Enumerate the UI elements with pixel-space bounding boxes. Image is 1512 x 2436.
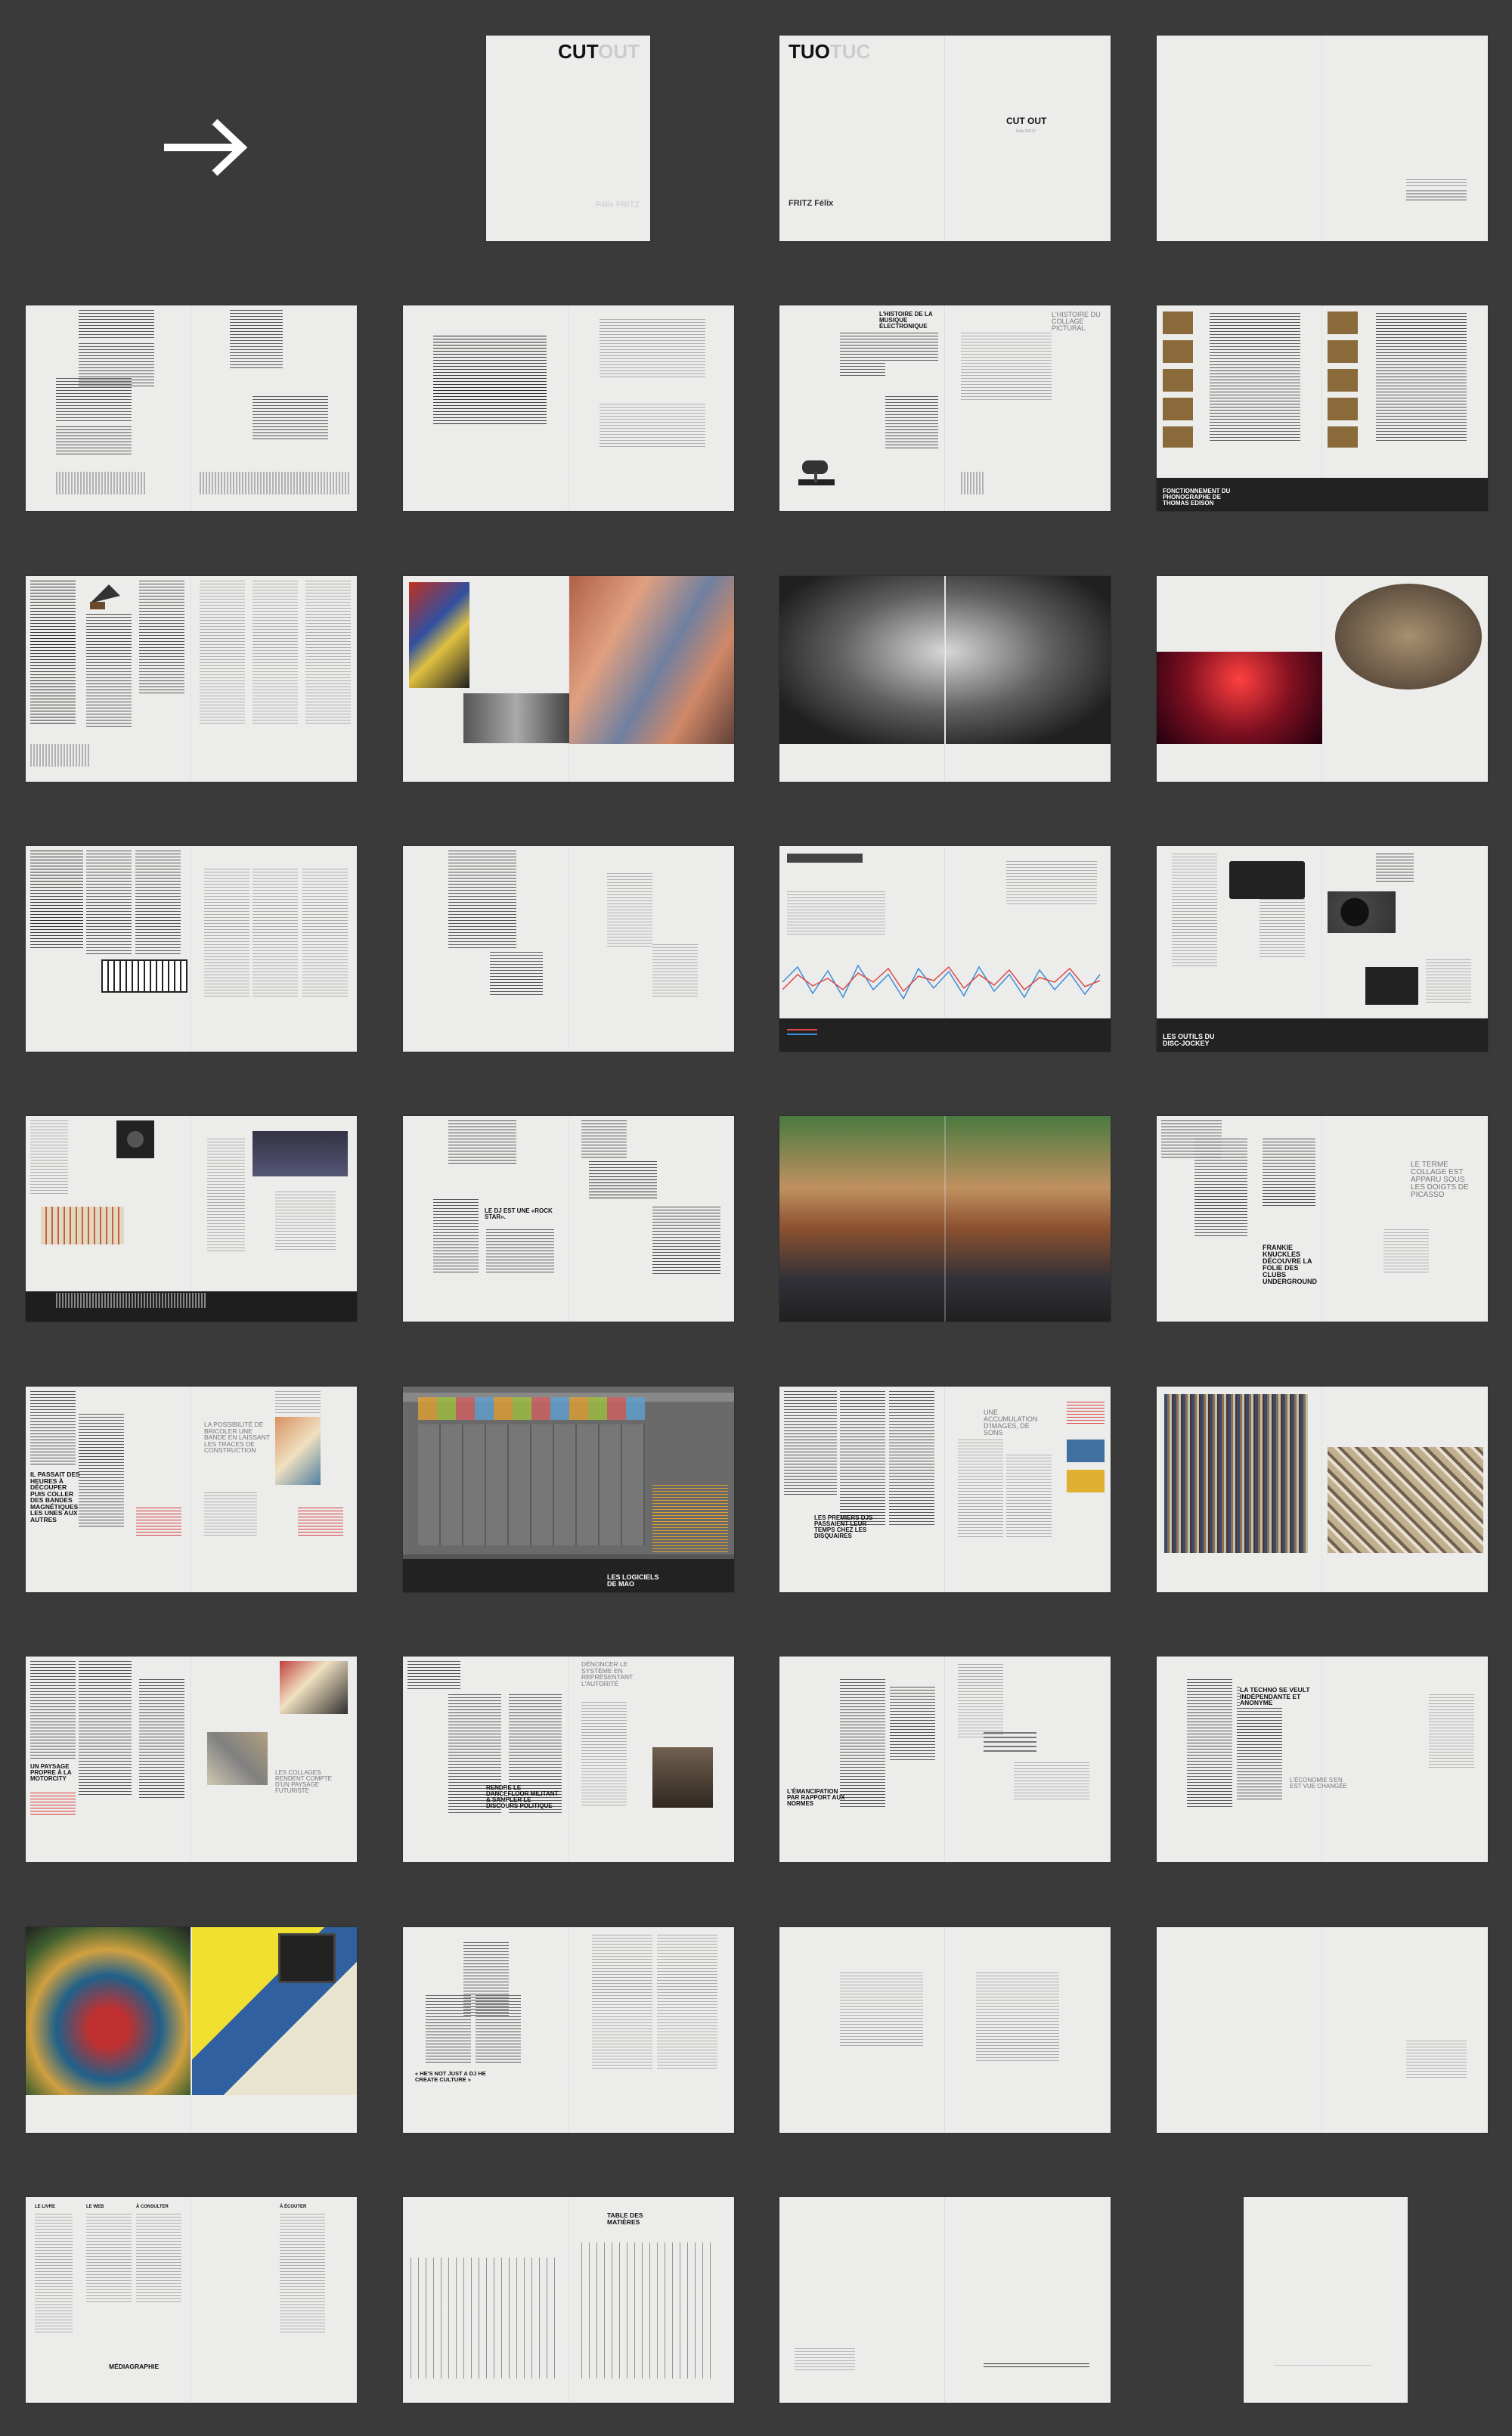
- software-screenshot: [253, 1131, 348, 1176]
- spread-emancipation: L'ÉMANCIPATION PAR RAPPORT AUX NORMES: [779, 1657, 1111, 1862]
- col-web: LE WEB: [86, 2205, 104, 2209]
- heading-collages: LES COLLAGES RENDENT COMPTE D'UN PAYSAGE…: [275, 1769, 332, 1794]
- spread-gravure: [779, 576, 1111, 782]
- spread-daw: LES LOGICIELS DE MAO: [403, 1387, 734, 1592]
- cover-page: CUTOUT Félix FRITZ: [486, 36, 650, 241]
- col-livre: LE LIVRE: [35, 2205, 56, 2209]
- futurist-collage-1: [280, 1661, 348, 1714]
- heading-frankie: FRANKIE KNUCKLES DÉCOUVRE LA FOLIE DES C…: [1263, 1244, 1317, 1285]
- heading-denoncer: DÉNONCER LE SYSTÈME EN REPRÉSENTANT L'AU…: [581, 1660, 634, 1688]
- spread-text-end: [779, 1927, 1111, 2133]
- heading-quote: « HE'S NOT JUST A DJ HE CREATE CULTURE »: [415, 2070, 486, 2083]
- spread-gramophone: [26, 576, 357, 782]
- mixer-image: [1229, 861, 1305, 899]
- back-page-blank: [1244, 2197, 1408, 2403]
- spread-colophon: [1157, 36, 1488, 241]
- heading-techno: LA TECHNO SE VEULT INDÉPENDANTE ET ANONY…: [1240, 1687, 1315, 1706]
- spread-synth: [26, 846, 357, 1052]
- heading-table: TABLE DES MATIÈRES: [607, 2211, 643, 2226]
- heading-logiciels: LES LOGICIELS DE MAO: [607, 1573, 659, 1588]
- heading-musique: L'HISTOIRE DE LA MUSIQUE ÉLECTRONIQUE: [879, 311, 933, 330]
- heading-paysage: UN PAYSAGE PROPRE À LA MOTORCITY: [30, 1763, 72, 1782]
- spread-culture: « HE'S NOT JUST A DJ HE CREATE CULTURE »: [403, 1927, 734, 2133]
- spread-machines: [26, 1116, 357, 1322]
- right-arrow-icon: [164, 119, 248, 176]
- spread-preface: [403, 305, 734, 511]
- heading-rendre: RENDRE LE DANCEFLOOR MILITANT & SAMPLER …: [486, 1784, 559, 1809]
- col-consulter: À CONSULTER: [136, 2205, 169, 2209]
- heading-rockstar: LE DJ EST UNE «ROCK STAR».: [485, 1207, 553, 1220]
- heading-collage: L'HISTOIRE DU COLLAGE PICTURAL: [1052, 311, 1101, 332]
- cover-title-out: OUT: [598, 40, 640, 63]
- spread-intro: [26, 305, 357, 511]
- back-title-tuc: TUC: [829, 40, 871, 63]
- cdj-image: [116, 1120, 154, 1158]
- spread-blank-text: [1157, 1927, 1488, 2133]
- oval-collage: [1335, 584, 1482, 690]
- heading-emancipation: L'ÉMANCIPATION PAR RAPPORT AUX NORMES: [787, 1788, 845, 1807]
- protest-photo: [652, 1747, 713, 1808]
- spread-album-covers: [26, 1927, 357, 2133]
- drum-machine-image: [41, 1207, 124, 1244]
- back-author: FRITZ Félix: [789, 199, 834, 208]
- sampler-image: [1365, 967, 1418, 1005]
- heading-possibilite: LA POSSIBILITÉ DE BRICOLER UNE BANDE EN …: [204, 1421, 270, 1454]
- cover-author: Félix FRITZ: [596, 200, 640, 209]
- festival-photo: [779, 1116, 1111, 1322]
- beatles-album-cover: [26, 1927, 191, 2095]
- abstract-art-image: [409, 582, 469, 688]
- heading-mediagraphie: MÉDIAGRAPHIE: [109, 2363, 160, 2370]
- spread-festival: [779, 1116, 1111, 1322]
- spread-disquaires: LES PREMIERS DJS PASSAIENT LEUR TEMPS CH…: [779, 1387, 1111, 1592]
- cover-title-cut: CUT: [558, 40, 599, 63]
- spread-picasso: [403, 576, 734, 782]
- spread-chart: [779, 846, 1111, 1052]
- back-title-tuo: TUO: [789, 40, 830, 63]
- gramophone-image: [86, 581, 124, 611]
- heading-passait: IL PASSAIT DES HEURES À DÉCOUPER PUIS CO…: [30, 1471, 80, 1523]
- futurist-collage-2: [207, 1732, 268, 1785]
- spread-edison: FONCTIONNEMENT DU PHONOGRAPHE DE THOMAS …: [1157, 305, 1488, 511]
- waveform-graph: [782, 964, 1101, 1000]
- spread-rockstar: LE DJ EST UNE «ROCK STAR».: [403, 1116, 734, 1322]
- heading-rebondir-label: [984, 1732, 1036, 1755]
- spread-table-matieres: TABLE DES MATIÈRES: [403, 2197, 734, 2403]
- spread-records: [1157, 1387, 1488, 1592]
- spread-motorcity: UN PAYSAGE PROPRE À LA MOTORCITY LES COL…: [26, 1657, 357, 1862]
- photo-collage: [1328, 1447, 1483, 1553]
- synthesizer-image: [101, 959, 187, 993]
- spread-credits: [779, 2197, 1111, 2403]
- collage-image: [275, 1417, 321, 1485]
- heading-economie: L'ÉCONOMIE S'EN EST VUE CHANGÉE: [1290, 1777, 1347, 1790]
- spread-politique: RENDRE LE DANCEFLOOR MILITANT & SAMPLER …: [403, 1657, 734, 1862]
- spread-mediagraphie: LE LIVRE LE WEB À CONSULTER À ÉCOUTER MÉ…: [26, 2197, 357, 2403]
- spread-techno: LA TECHNO SE VEULT INDÉPENDANTE ET ANONY…: [1157, 1657, 1488, 1862]
- heading-accumulation: UNE ACCUMULATION D'IMAGES, DE SONS: [984, 1409, 1038, 1436]
- heading-disquaires: LES PREMIERS DJS PASSAIENT LEUR TEMPS CH…: [814, 1514, 873, 1539]
- demoiselles-painting: [569, 576, 734, 744]
- heading-edison: FONCTIONNEMENT DU PHONOGRAPHE DE THOMAS …: [1163, 488, 1231, 507]
- title-page-title: CUT OUT: [1006, 116, 1047, 126]
- computer-image: [278, 1933, 336, 1983]
- phonograph-image: [795, 442, 840, 494]
- record-shelves-photo: [1164, 1394, 1308, 1553]
- spread-frankie: FRANKIE KNUCKLES DÉCOUVRE LA FOLIE DES C…: [1157, 1116, 1488, 1322]
- heading-outils: LES OUTILS DU DISC-JOCKEY: [1163, 1033, 1215, 1047]
- title-page-author: Félix FRITZ: [1016, 129, 1036, 134]
- concert-photo: [1157, 652, 1322, 744]
- spread-histoire: L'HISTOIRE DE LA MUSIQUE ÉLECTRONIQUE L'…: [779, 305, 1111, 511]
- col-ecouter: À ÉCOUTER: [280, 2205, 307, 2209]
- spread-outils: LES OUTILS DU DISC-JOCKEY: [1157, 846, 1488, 1052]
- spread-text-columns: [403, 846, 734, 1052]
- bw-photo: [463, 693, 569, 743]
- turntable-image: [1328, 891, 1396, 933]
- heading-terme: LE TERME COLLAGE EST APPARU SOUS LES DOI…: [1411, 1161, 1469, 1199]
- spread-concert: [1157, 576, 1488, 782]
- spread-bandes: IL PASSAIT DES HEURES À DÉCOUPER PUIS CO…: [26, 1387, 357, 1592]
- spread-back-cover: TUOTUC FRITZ Félix CUT OUT Félix FRITZ: [779, 36, 1111, 241]
